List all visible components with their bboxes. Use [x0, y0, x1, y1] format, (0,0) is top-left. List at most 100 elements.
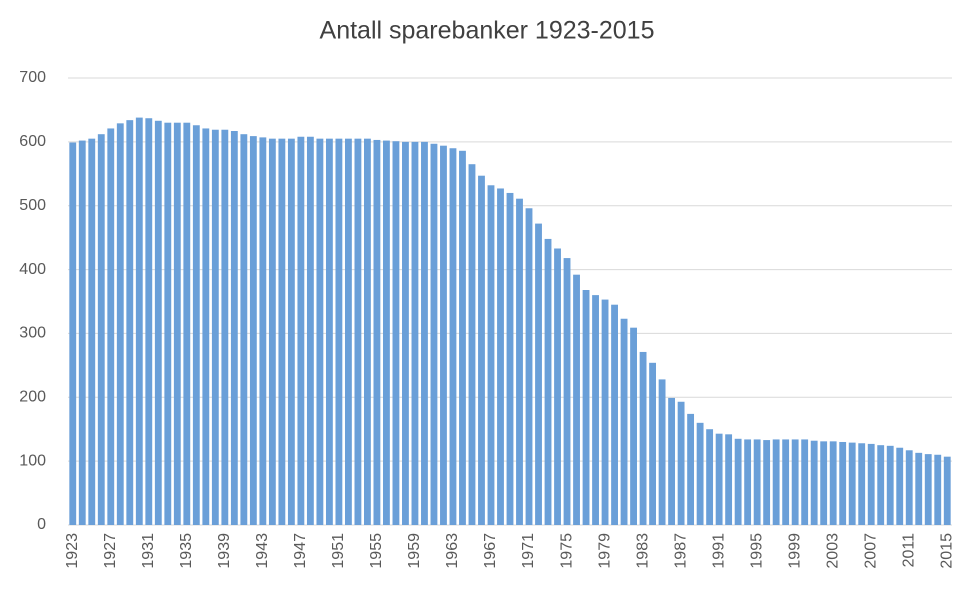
bar: [173, 122, 181, 525]
bar: [820, 441, 828, 525]
x-tick-label: 2015: [938, 533, 955, 569]
bar: [468, 164, 476, 525]
bar: [259, 137, 267, 525]
bar: [867, 443, 875, 525]
bar: [839, 441, 847, 525]
bar: [202, 128, 210, 525]
bar: [886, 445, 894, 525]
bar: [934, 454, 942, 525]
bar: [658, 379, 666, 525]
bar: [297, 136, 305, 525]
bar: [97, 134, 105, 526]
bar: [383, 140, 390, 525]
bar: [145, 118, 153, 525]
bar: [535, 223, 542, 525]
bar: [592, 295, 599, 525]
bar: [154, 120, 162, 525]
bar: [78, 140, 86, 525]
x-tick-label: 1995: [748, 533, 765, 569]
bar: [734, 438, 742, 525]
x-tick-label: 1947: [292, 533, 309, 569]
x-tick-label: 1959: [406, 533, 423, 569]
x-tick-label: 1927: [102, 533, 119, 569]
bar: [725, 434, 733, 525]
bar: [278, 138, 286, 525]
y-tick-label: 600: [19, 133, 46, 150]
x-tick-label: 1999: [786, 533, 803, 569]
bar: [687, 413, 695, 525]
bar: [896, 447, 904, 525]
bar: [411, 141, 419, 525]
bar: [373, 139, 381, 526]
bar: [706, 429, 714, 525]
y-tick-label: 200: [19, 389, 46, 406]
bar: [69, 142, 77, 525]
x-tick-label: 1935: [178, 533, 195, 569]
x-tick-label: 1931: [140, 533, 157, 569]
y-tick-label: 700: [19, 69, 46, 86]
y-tick-label: 500: [19, 197, 46, 214]
x-tick-label: 1987: [672, 533, 689, 569]
bar: [316, 138, 324, 525]
bar: [649, 362, 657, 525]
x-tick-label: 1975: [558, 533, 575, 569]
y-tick-label: 300: [19, 325, 46, 342]
bar: [344, 138, 352, 525]
bar: [287, 138, 295, 525]
bar: [335, 138, 343, 525]
bar: [554, 248, 561, 525]
x-tick-label: 2011: [900, 533, 917, 568]
bar: [363, 138, 371, 525]
y-tick-label: 100: [19, 452, 46, 469]
bar: [135, 117, 143, 525]
bar: [325, 138, 333, 525]
bar: [924, 454, 932, 525]
bar: [772, 439, 780, 525]
bar: [430, 143, 438, 525]
bar: [183, 122, 191, 525]
bar: [354, 138, 362, 525]
bar: [249, 136, 257, 526]
bar: [221, 129, 229, 525]
bar: [440, 145, 447, 525]
chart-title: Antall sparebanker 1923-2015: [320, 17, 655, 45]
bar: [668, 397, 676, 525]
bar: [696, 422, 704, 525]
x-tick-label: 1939: [216, 533, 233, 569]
bar: [791, 439, 799, 525]
bar: [905, 450, 913, 525]
bar: [392, 141, 400, 525]
bar: [858, 443, 866, 525]
bar: [715, 433, 723, 525]
bar: [402, 141, 409, 525]
bar: [639, 351, 647, 525]
bar: [421, 141, 428, 525]
bar: [943, 456, 951, 525]
bar: [459, 150, 466, 525]
x-tick-label: 1971: [520, 533, 537, 569]
bar: [211, 129, 219, 525]
bar: [915, 452, 923, 525]
bar: [601, 299, 609, 525]
bar: [116, 123, 124, 526]
x-tick-label: 1943: [254, 533, 271, 569]
bar: [306, 136, 314, 525]
x-tick-label: 2007: [862, 533, 879, 569]
bar: [782, 439, 790, 525]
bar: [744, 439, 752, 525]
bar: [240, 134, 248, 526]
bar: [268, 138, 276, 525]
bar: [677, 401, 685, 525]
bar: [230, 131, 238, 525]
bar: [763, 440, 771, 525]
bar: [449, 148, 457, 525]
bar: [877, 445, 885, 525]
bar: [620, 318, 628, 525]
x-tick-label: 1951: [330, 533, 347, 569]
bar: [753, 439, 761, 525]
x-tick-label: 1991: [710, 533, 727, 569]
x-tick-label: 2003: [824, 533, 841, 569]
bar: [544, 238, 552, 526]
bar: [630, 327, 637, 525]
bar: [497, 188, 504, 526]
